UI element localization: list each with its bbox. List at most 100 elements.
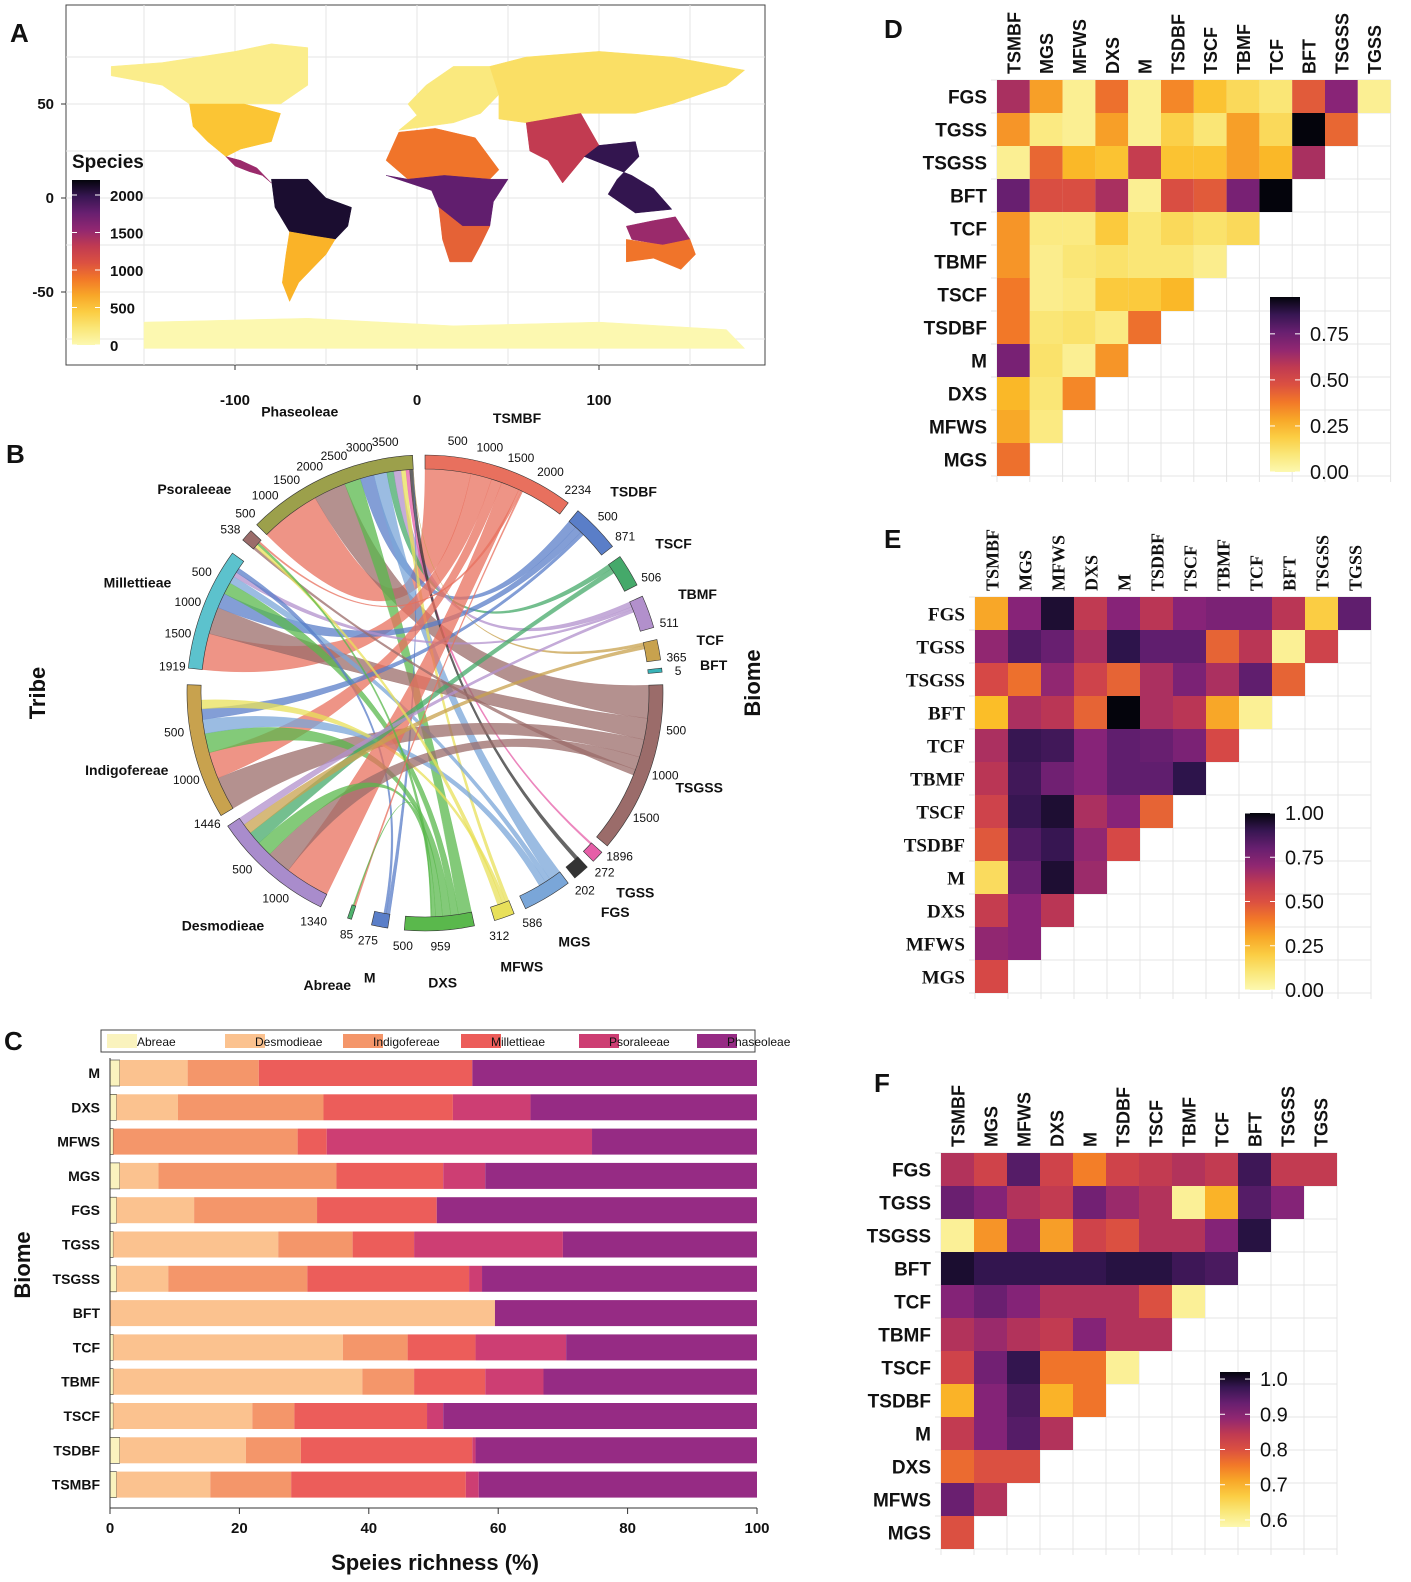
heatmap-cell (1173, 630, 1206, 663)
chord-biome-name: TGSS (616, 885, 654, 901)
heatmap-cell (1140, 696, 1173, 729)
heatmap-cell (1226, 179, 1260, 212)
chord-arc-biome (565, 856, 588, 879)
heatmap-cell (1007, 1384, 1040, 1417)
heatmap-legend-tick-label: 0.7 (1260, 1475, 1288, 1497)
heatmap-row-label: FGS (948, 88, 987, 109)
heatmap-cell (1040, 1351, 1073, 1384)
heatmap-cell (1128, 179, 1161, 212)
heatmap-cell (1107, 597, 1140, 630)
heatmap-cell (1239, 696, 1272, 729)
bar-segment (109, 1059, 121, 1087)
heatmap-cell (1172, 1186, 1205, 1219)
heatmap-cell (1008, 894, 1041, 927)
heatmap-cell (1161, 212, 1194, 245)
heatmap-cell (974, 1384, 1007, 1417)
heatmap-cell (1161, 179, 1194, 212)
heatmap-cell (1008, 663, 1041, 696)
heatmap-cell (1007, 1252, 1040, 1285)
chord-tribe-name: Millettieae (104, 575, 172, 591)
bar-segment (485, 1368, 544, 1395)
heatmap-cell (941, 1450, 974, 1483)
heatmap-column-label: TSCF (1201, 27, 1221, 74)
bar-segment (110, 1300, 495, 1327)
heatmap-cell (1193, 113, 1227, 146)
heatmap-row-label: TCF (950, 220, 987, 241)
heatmap-cell (1029, 278, 1063, 311)
bar-segment (307, 1265, 470, 1292)
chord-arc-biome (596, 684, 664, 847)
heatmap-cell (1173, 762, 1206, 795)
chord-biome-name: M (364, 970, 376, 986)
heatmap-cell (1206, 597, 1239, 630)
heatmap-cell (1073, 1252, 1106, 1285)
chord-tribe-tick-label: 1500 (165, 627, 192, 641)
heatmap-cell (1106, 1252, 1139, 1285)
heatmap-legend-tick-label: 0.8 (1260, 1440, 1288, 1462)
map-legend-colorbar (72, 180, 100, 345)
heatmap-column-label: TBMF (1214, 539, 1234, 591)
heatmap-cell (1029, 344, 1063, 377)
heatmap-cell (1238, 1219, 1271, 1252)
heatmap-cell (1206, 630, 1239, 663)
heatmap-column-label: TGSS (1346, 545, 1366, 591)
heatmap-cell (975, 597, 1008, 630)
bar-legend-swatch (461, 1034, 501, 1048)
heatmap-column-label: TBMF (1234, 24, 1254, 74)
bar-legend-label: Desmodieae (255, 1035, 323, 1049)
heatmap-cell (1062, 344, 1096, 377)
heatmap-cell (1193, 212, 1227, 245)
heatmap-cell (1073, 1219, 1106, 1252)
heatmap-cell (1029, 179, 1063, 212)
bar-segment (113, 1231, 279, 1258)
heatmap-column-label: M (1081, 1132, 1101, 1147)
panel-e-heatmap: TSMBF MGS MFWS DXS M TSDBF TSCF TBMF TCF BFT TSGSS… (904, 529, 1372, 1002)
chord-biome-tick-label: 511 (660, 616, 679, 630)
heatmap-cell (1205, 1219, 1238, 1252)
heatmap-cell (1193, 80, 1227, 113)
bar-segment (482, 1265, 757, 1292)
heatmap-cell (1259, 80, 1293, 113)
heatmap-cell (1041, 696, 1074, 729)
chord-arc-biome (424, 454, 569, 515)
map-region (110, 43, 309, 105)
heatmap-row-label: TBMF (878, 1326, 931, 1347)
bar-segment (297, 1128, 327, 1155)
bar-segment (494, 1300, 757, 1327)
bar-segment (109, 1437, 121, 1464)
chord-biome-tick-label: 272 (595, 866, 615, 880)
chord-biome-tick-label: 1896 (606, 849, 633, 863)
heatmap-cell (1161, 245, 1194, 278)
heatmap-row-label: M (947, 869, 965, 890)
bar-segment (342, 1334, 408, 1361)
heatmap-legend-tick-label: 1.00 (1285, 803, 1324, 825)
bar-legend-swatch (697, 1034, 737, 1048)
heatmap-row-label: M (971, 352, 987, 373)
heatmap-row-label: BFT (950, 187, 987, 208)
bar-segment (475, 1334, 567, 1361)
heatmap-cell (1007, 1351, 1040, 1384)
heatmap-cell (1008, 696, 1041, 729)
heatmap-cell (1007, 1153, 1040, 1186)
bar-segment (414, 1368, 486, 1395)
heatmap-cell (974, 1417, 1007, 1450)
bar-category-label: BFT (73, 1305, 101, 1321)
heatmap-cell (1193, 179, 1227, 212)
chord-arc-biome (647, 667, 663, 674)
heatmap-cell (974, 1318, 1007, 1351)
heatmap-cell (1074, 828, 1107, 861)
heatmap-column-label: BFT (1280, 556, 1300, 591)
chord-arc-tribe (227, 817, 328, 908)
heatmap-cell (1140, 630, 1173, 663)
heatmap-cell (941, 1384, 974, 1417)
heatmap-column-label: TSMBF (949, 1085, 969, 1147)
heatmap-column-label: BFT (1246, 1112, 1266, 1147)
heatmap-cell (1106, 1318, 1139, 1351)
bar-x-tick-label: 100 (744, 1520, 769, 1537)
bar-legend-label: Phaseoleae (727, 1035, 791, 1049)
heatmap-cell (1172, 1252, 1205, 1285)
chord-tribe-tick-label: 2000 (296, 460, 323, 474)
bar-legend-swatch (579, 1034, 619, 1048)
heatmap-cell (1029, 311, 1063, 344)
heatmap-cell (1074, 663, 1107, 696)
